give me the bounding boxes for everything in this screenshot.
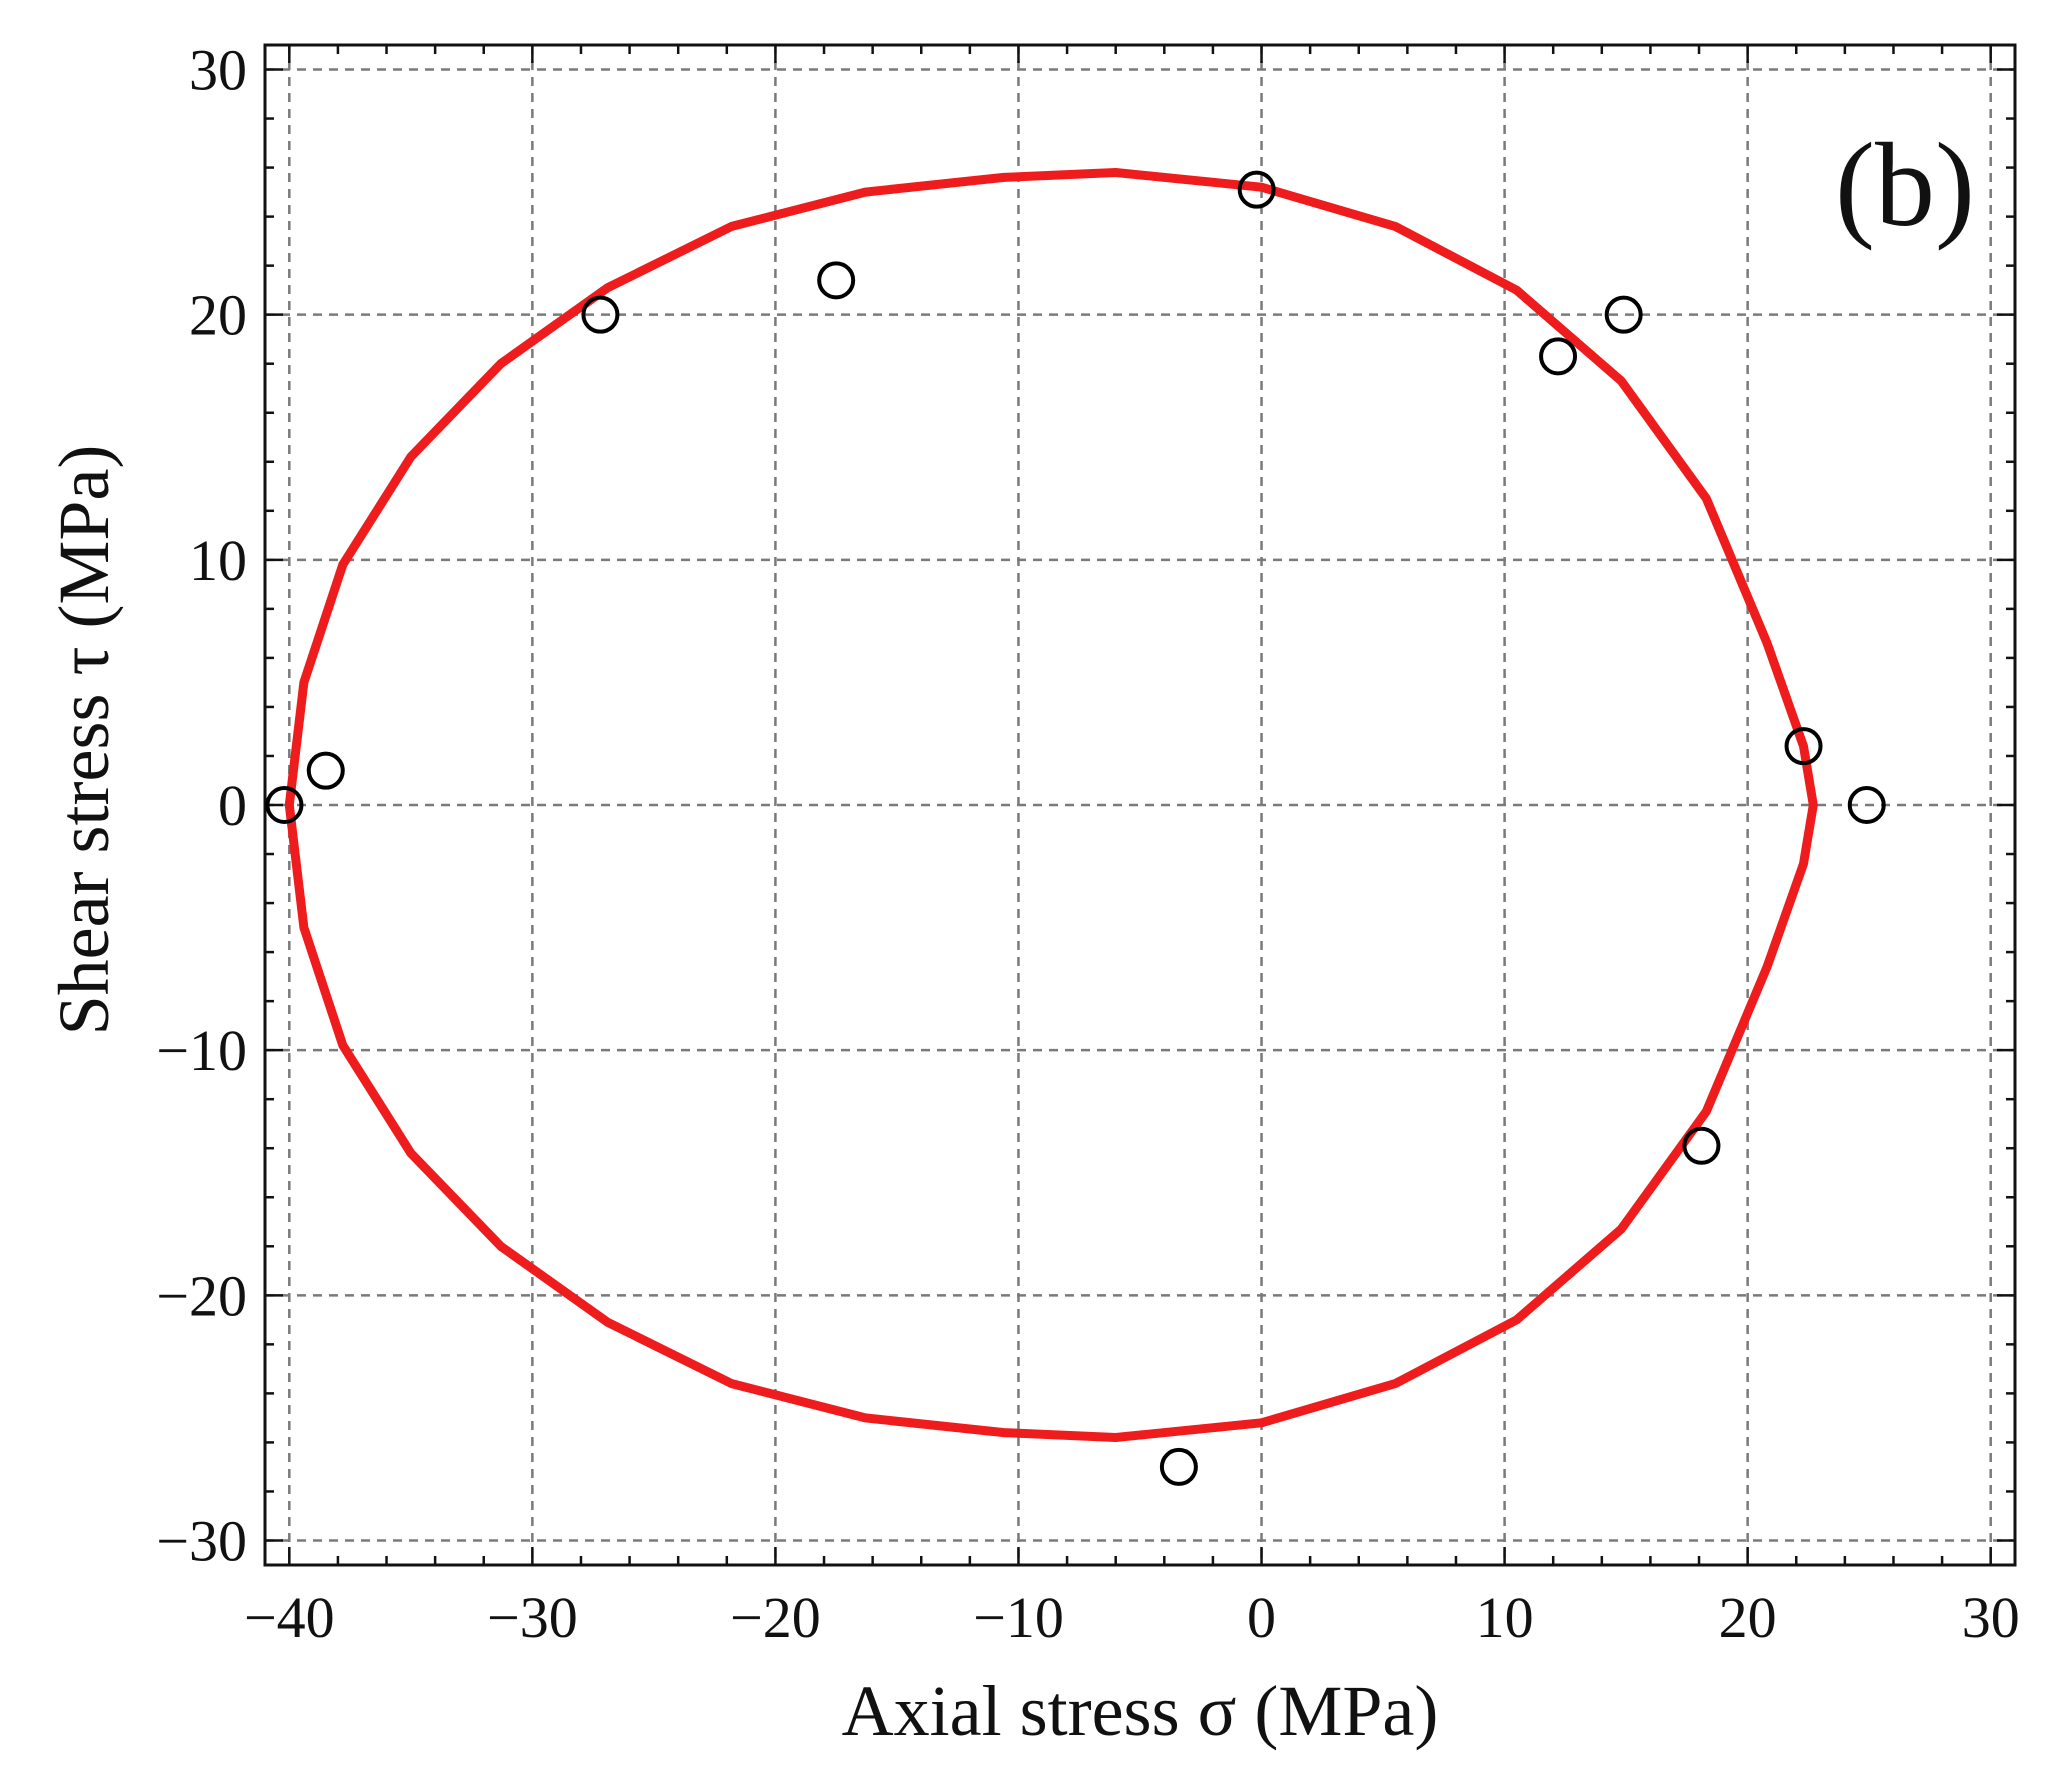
x-tick-label: 0 xyxy=(1247,1585,1276,1650)
data-point xyxy=(1847,786,1886,824)
y-tick-label: 20 xyxy=(189,283,247,348)
grid xyxy=(265,45,2015,1565)
data-point xyxy=(581,295,620,334)
y-axis-title: Shear stress τ (MPa) xyxy=(44,445,124,1036)
y-tick-label: −20 xyxy=(156,1263,247,1328)
panel-label: (b) xyxy=(1835,118,1975,251)
y-tick-label: 10 xyxy=(189,528,247,593)
data-point xyxy=(1784,727,1823,766)
plot-frame xyxy=(263,43,2017,1567)
y-tick-label: 0 xyxy=(218,773,247,838)
y-tick-label: −10 xyxy=(156,1018,247,1083)
x-tick-label: 10 xyxy=(1476,1585,1534,1650)
data-point xyxy=(1159,1447,1198,1486)
data-point xyxy=(306,751,345,790)
data-point xyxy=(265,786,304,824)
x-tick-label: −10 xyxy=(973,1585,1064,1650)
x-tick-label: −40 xyxy=(244,1585,335,1650)
fit-curve-layer xyxy=(284,168,1818,1442)
x-tick-label: −20 xyxy=(730,1585,821,1650)
y-tick-label: −30 xyxy=(156,1508,247,1573)
x-tick-label: −30 xyxy=(487,1585,578,1650)
y-tick-label: 30 xyxy=(189,38,247,103)
data-point xyxy=(1539,337,1578,376)
data-point xyxy=(1237,170,1276,209)
data-point xyxy=(1604,295,1643,334)
x-tick-label: 20 xyxy=(1719,1585,1777,1650)
data-point xyxy=(1682,1126,1721,1165)
x-tick-label: 30 xyxy=(1962,1585,2020,1650)
data-point xyxy=(817,261,856,300)
x-axis-title: Axial stress σ (MPa) xyxy=(842,1671,1439,1751)
y-tick-labels: −30 −20 −10 0 10 20 30 xyxy=(156,38,247,1574)
data-points xyxy=(265,170,1886,1486)
x-tick-labels: −40 −30 −20 −10 0 10 20 30 xyxy=(244,1585,2020,1650)
fit-curve xyxy=(284,168,1818,1442)
